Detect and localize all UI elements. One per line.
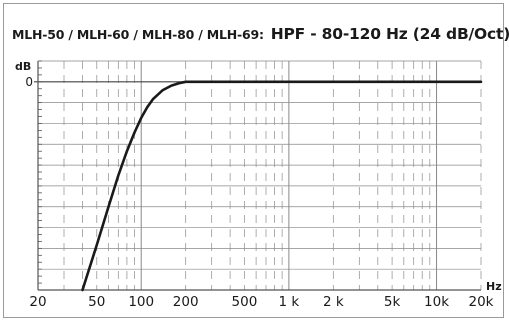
x-tick-label: 2 k xyxy=(323,294,344,310)
x-axis-unit-label: Hz xyxy=(486,280,502,293)
chart-series xyxy=(81,80,483,292)
x-tick-label: 200 xyxy=(173,294,199,310)
chart-title: MLH-50 / MLH-60 / MLH-80 / MLH-69: HPF -… xyxy=(12,24,509,43)
y-tick-label: 0 xyxy=(25,75,33,89)
x-tick-label: 1 k xyxy=(279,294,300,310)
x-tick-label: 100 xyxy=(128,294,154,310)
chart-tick-labels: 20 50 100 200 500 1 k 2 k 5k 10k 20k 0 xyxy=(25,75,493,310)
chart-title-models: MLH-50 / MLH-60 / MLH-80 / MLH-69: xyxy=(12,27,264,42)
chart-grid xyxy=(37,60,482,291)
x-tick-label: 10k xyxy=(424,294,449,310)
series-line-0 xyxy=(81,80,483,292)
x-tick-label: 5k xyxy=(384,294,401,310)
x-tick-label: 20k xyxy=(469,294,494,310)
x-tick-label: 500 xyxy=(232,294,258,310)
chart-title-spec: HPF - 80-120 Hz (24 dB/Oct) xyxy=(270,25,509,43)
chart-frame xyxy=(3,3,504,318)
x-tick-label: 20 xyxy=(29,294,46,310)
y-axis-unit-label: dB xyxy=(15,60,31,73)
x-tick-label: 50 xyxy=(88,294,105,310)
